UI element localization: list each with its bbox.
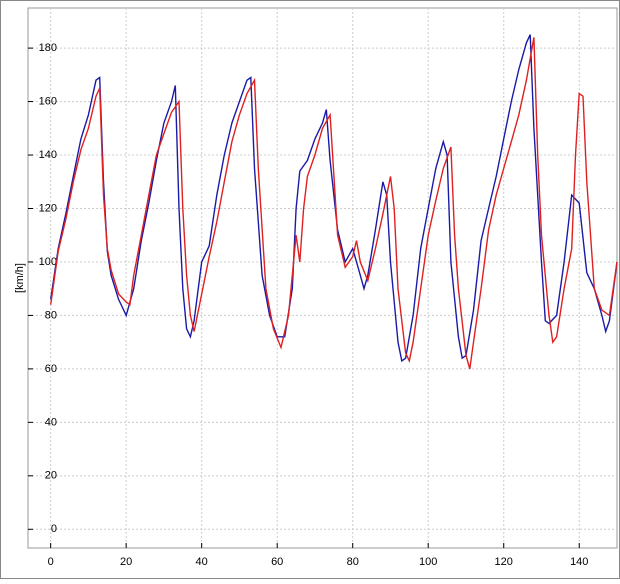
y-tick-label: 120 <box>39 202 57 214</box>
y-tick-label: 80 <box>45 309 57 321</box>
y-tick-label: 40 <box>45 416 57 428</box>
plot-area <box>27 7 618 549</box>
x-tick-label: 100 <box>419 556 437 568</box>
y-tick-label: 0 <box>51 523 57 535</box>
x-tick-label: 40 <box>196 556 208 568</box>
x-tick-label: 120 <box>495 556 513 568</box>
x-tick-label: 60 <box>271 556 283 568</box>
series-line <box>50 37 618 370</box>
y-axis-label: [km/h] <box>14 263 26 293</box>
series-line <box>50 34 618 363</box>
y-tick-label: 140 <box>39 149 57 161</box>
x-tick-label: 80 <box>347 556 359 568</box>
x-tick-label: 140 <box>570 556 588 568</box>
y-tick-label: 160 <box>39 95 57 107</box>
y-tick-label: 180 <box>39 42 57 54</box>
x-tick-label: 20 <box>120 556 132 568</box>
y-tick-label: 20 <box>45 470 57 482</box>
x-tick-label: 0 <box>48 556 54 568</box>
y-tick-label: 100 <box>39 256 57 268</box>
